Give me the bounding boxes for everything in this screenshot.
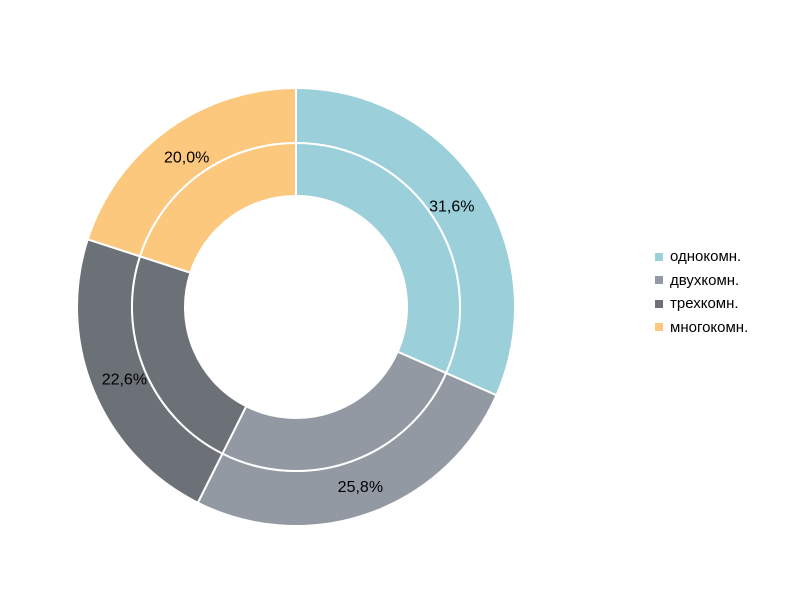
legend-item-2: двухкомн. [655, 269, 805, 293]
data-label-1: 31,6% [429, 198, 474, 215]
legend: однокомн. двухкомн. трехкомн. многокомн. [655, 245, 805, 339]
legend-swatch-2 [655, 276, 663, 285]
legend-label-4: многокомн. [670, 318, 749, 336]
data-label-4: 20,0% [164, 150, 209, 167]
legend-swatch-3 [655, 299, 663, 308]
legend-swatch-1 [655, 252, 663, 261]
legend-item-3: трехкомн. [655, 292, 805, 316]
data-label-3: 22,6% [102, 372, 147, 389]
legend-label-2: двухкомн. [670, 271, 740, 289]
inner-slice-1 [295, 141, 461, 375]
legend-item-4: многокомн. [655, 316, 805, 340]
inner-slice-4 [138, 141, 297, 274]
legend-label-3: трехкомн. [670, 295, 739, 313]
legend-item-1: однокомн. [655, 245, 805, 269]
legend-swatch-4 [655, 323, 663, 332]
data-labels: 31,6% 25,8% 22,6% 20,0% [102, 150, 475, 496]
inner-ring [131, 141, 461, 472]
data-label-2: 25,8% [338, 479, 383, 496]
legend-label-1: однокомн. [670, 248, 742, 266]
